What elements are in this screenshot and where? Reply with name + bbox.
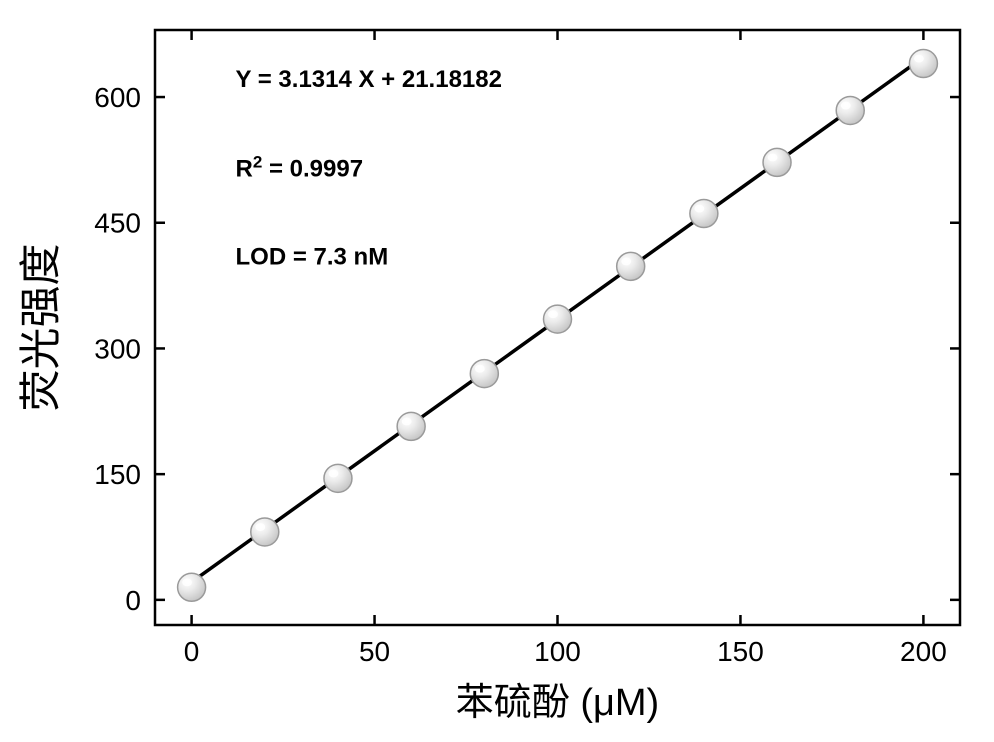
data-point bbox=[251, 518, 279, 546]
lod-annotation: LOD = 7.3 nM bbox=[236, 244, 389, 271]
svg-text:300: 300 bbox=[94, 333, 141, 364]
svg-text:200: 200 bbox=[900, 636, 947, 667]
svg-text:600: 600 bbox=[94, 82, 141, 113]
svg-text:150: 150 bbox=[94, 459, 141, 490]
svg-text:150: 150 bbox=[717, 636, 764, 667]
svg-text:荧光强度: 荧光强度 bbox=[17, 243, 64, 411]
svg-text:100: 100 bbox=[534, 636, 581, 667]
data-point bbox=[324, 464, 352, 492]
data-point bbox=[909, 50, 937, 78]
svg-text:苯硫酚 (μM): 苯硫酚 (μM) bbox=[456, 682, 659, 724]
svg-text:0: 0 bbox=[125, 585, 141, 616]
svg-text:450: 450 bbox=[94, 208, 141, 239]
svg-text:50: 50 bbox=[359, 636, 390, 667]
chart-container: 0 50 100 150 200 0 150 300 450 600 苯硫酚 (μM) 荧光强度 Y =… bbox=[0, 0, 994, 742]
data-point bbox=[544, 305, 572, 333]
data-point bbox=[178, 573, 206, 601]
svg-text:0: 0 bbox=[184, 636, 200, 667]
data-point bbox=[763, 148, 791, 176]
chart-svg: 0 50 100 150 200 0 150 300 450 600 苯硫酚 (μM) 荧光强度 Y =… bbox=[0, 0, 994, 742]
data-point bbox=[617, 252, 645, 280]
data-point bbox=[397, 412, 425, 440]
data-point bbox=[470, 360, 498, 388]
data-point bbox=[836, 96, 864, 124]
equation-annotation: Y = 3.1314 X + 21.18182 bbox=[236, 66, 502, 93]
data-point bbox=[690, 200, 718, 228]
